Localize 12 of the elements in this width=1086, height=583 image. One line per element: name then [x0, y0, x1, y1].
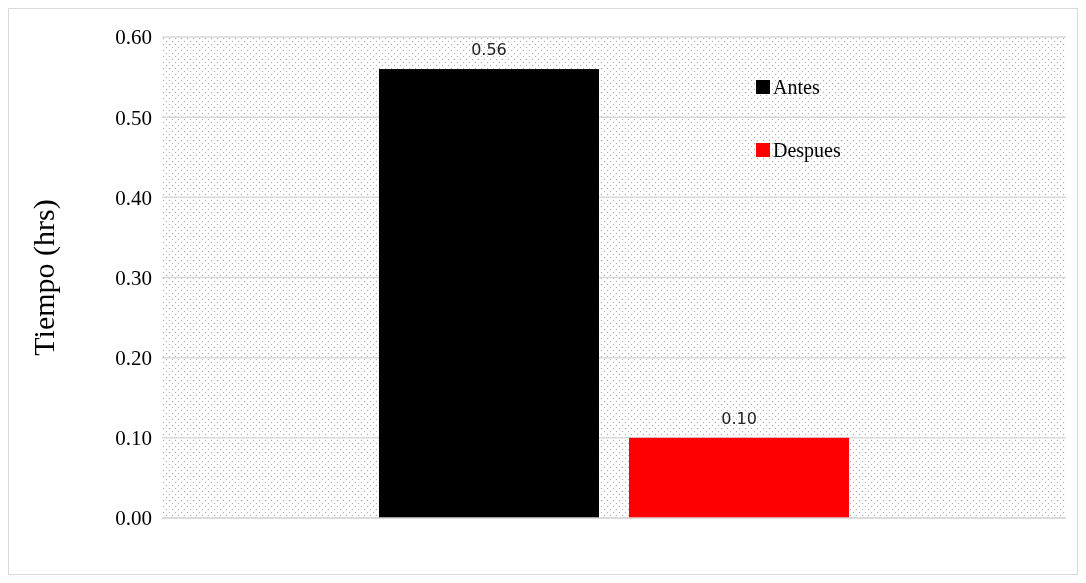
y-tick-label: 0.50: [115, 105, 152, 130]
legend-label: Despues: [773, 139, 841, 162]
y-axis-title: Tiempo (hrs): [27, 199, 61, 356]
y-tick-label: 0.00: [115, 506, 152, 531]
y-tick-label: 0.40: [115, 185, 152, 210]
y-tick-label: 0.20: [115, 346, 152, 371]
data-label: 0.10: [721, 408, 757, 428]
y-tick-label: 0.30: [115, 265, 152, 290]
y-tick-label: 0.60: [115, 25, 152, 50]
y-tick-label: 0.10: [115, 426, 152, 451]
legend-label: Antes: [773, 76, 820, 98]
data-label: 0.56: [471, 40, 507, 60]
